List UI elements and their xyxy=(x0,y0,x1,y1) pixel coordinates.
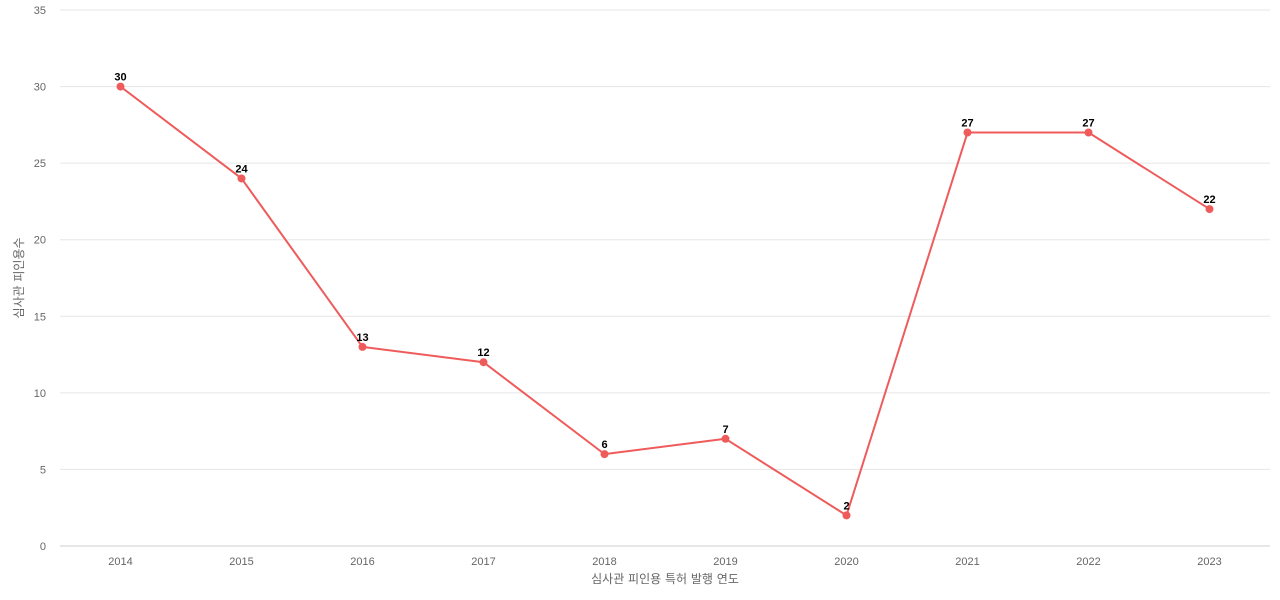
x-tick-label: 2014 xyxy=(108,556,132,568)
data-point[interactable] xyxy=(963,128,972,137)
data-point[interactable] xyxy=(1084,128,1093,137)
series-layer xyxy=(116,82,1214,520)
data-point[interactable] xyxy=(237,174,246,183)
data-point[interactable] xyxy=(600,450,609,459)
gridlines xyxy=(60,9,1270,547)
x-tick-label: 2021 xyxy=(955,556,979,568)
data-label: 30 xyxy=(114,72,126,84)
data-label: 22 xyxy=(1203,194,1215,206)
data-label: 6 xyxy=(601,439,607,451)
data-point[interactable] xyxy=(842,511,851,520)
data-label: 7 xyxy=(722,424,728,436)
x-tick-label: 2016 xyxy=(350,556,374,568)
data-label: 2 xyxy=(843,500,849,512)
y-tick-label: 10 xyxy=(34,388,46,400)
y-tick-label: 0 xyxy=(40,541,46,553)
data-labels: 30 24 13 12 6 7 2 27 27 22 xyxy=(114,72,1215,513)
y-axis-ticks: 0 5 10 15 20 25 30 35 xyxy=(34,5,46,553)
data-point[interactable] xyxy=(358,342,367,351)
x-tick-label: 2018 xyxy=(592,556,616,568)
data-point[interactable] xyxy=(1205,205,1214,214)
y-axis-title: 심사관 피인용수 xyxy=(12,237,26,318)
y-tick-label: 35 xyxy=(34,5,46,17)
data-label: 12 xyxy=(477,347,489,359)
x-axis-title: 심사관 피인용 특허 발행 연도 xyxy=(591,571,739,586)
data-label: 24 xyxy=(235,163,248,175)
data-point[interactable] xyxy=(116,82,125,91)
data-point[interactable] xyxy=(479,358,488,367)
y-tick-label: 30 xyxy=(34,82,46,94)
data-label: 13 xyxy=(356,332,368,344)
y-tick-label: 25 xyxy=(34,158,46,170)
x-tick-label: 2015 xyxy=(229,556,253,568)
x-tick-label: 2020 xyxy=(834,556,858,568)
x-tick-label: 2019 xyxy=(713,556,737,568)
data-point[interactable] xyxy=(721,434,730,443)
data-label: 27 xyxy=(1082,118,1094,130)
x-tick-label: 2023 xyxy=(1197,556,1221,568)
y-tick-label: 5 xyxy=(40,464,46,476)
x-tick-label: 2017 xyxy=(471,556,495,568)
x-axis-ticks: 2014 2015 2016 2017 2018 2019 2020 2021 2022 2023 xyxy=(108,556,1221,568)
y-tick-label: 15 xyxy=(34,311,46,323)
data-label: 27 xyxy=(961,118,973,130)
x-tick-label: 2022 xyxy=(1076,556,1100,568)
series-line xyxy=(119,85,1211,517)
y-tick-label: 20 xyxy=(34,235,46,247)
